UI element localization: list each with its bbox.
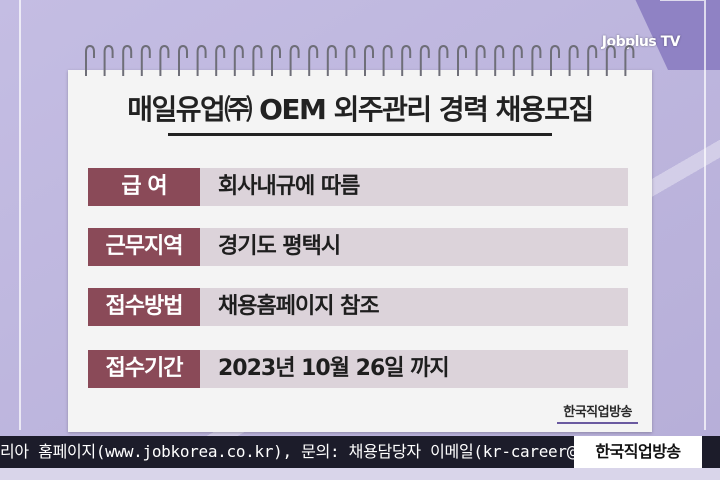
row-location: 근무지역 경기도 평택시 (88, 228, 628, 266)
spiral-ring (550, 44, 560, 76)
spiral-ring (624, 44, 635, 76)
bottom-band (0, 468, 720, 480)
spiral-ring (531, 44, 542, 76)
spiral-ring (103, 44, 114, 76)
spiral-ring (85, 44, 95, 76)
spiral-ring (512, 44, 523, 76)
notice-title: 매일유업㈜ OEM 외주관리 경력 채용모집 (127, 93, 594, 126)
spiral-ring (364, 44, 374, 76)
spiral-ring (345, 44, 356, 76)
spiral-ring (568, 44, 579, 76)
ticker-text: 리아 홈페이지(www.jobkorea.co.kr), 문의: 채용담당자 이… (0, 442, 586, 461)
spiral-ring (271, 44, 281, 76)
row-method: 접수방법 채용홈페이지 참조 (88, 288, 628, 326)
channel-logo: Jobplus TV (601, 34, 681, 50)
spiral-ring (233, 44, 244, 76)
row-label: 접수방법 (88, 288, 200, 326)
title-underline (168, 133, 552, 136)
spiral-ring (382, 44, 393, 76)
news-ticker: 리아 홈페이지(www.jobkorea.co.kr), 문의: 채용담당자 이… (0, 436, 720, 468)
spiral-ring (122, 44, 133, 76)
row-salary: 급 여 회사내규에 따름 (88, 168, 628, 206)
row-label: 근무지역 (88, 228, 200, 266)
row-period: 접수기간 2023년 10월 26일 까지 (88, 350, 628, 388)
notice-board: 매일유업㈜ OEM 외주관리 경력 채용모집 급 여 회사내규에 따름 근무지역… (68, 70, 652, 432)
row-label: 급 여 (88, 168, 200, 206)
spiral-ring (419, 44, 430, 76)
spiral-ring (475, 44, 486, 76)
spiral-ring (326, 44, 337, 76)
row-value: 경기도 평택시 (218, 234, 341, 259)
spiral-ring (178, 44, 188, 76)
spiral-ring (308, 44, 319, 76)
spiral-ring (140, 44, 151, 76)
spiral-ring (587, 44, 598, 76)
spiral-ring (494, 44, 505, 76)
spiral-ring (605, 44, 616, 76)
spiral-binding (85, 44, 635, 76)
channel-stamp: 한국직업방송 (557, 399, 638, 424)
row-value: 2023년 10월 26일 까지 (218, 356, 450, 381)
spiral-ring (252, 44, 263, 76)
spiral-ring (196, 44, 207, 76)
row-value: 회사내규에 따름 (218, 174, 360, 199)
spiral-ring (457, 44, 467, 76)
ticker-channel-tag: 한국직업방송 (574, 436, 702, 468)
spiral-ring (438, 44, 449, 76)
spiral-ring (401, 44, 412, 76)
spiral-ring (215, 44, 226, 76)
spiral-ring (289, 44, 300, 76)
row-value: 채용홈페이지 참조 (218, 294, 380, 319)
spiral-ring (159, 44, 170, 76)
row-label: 접수기간 (88, 350, 200, 388)
